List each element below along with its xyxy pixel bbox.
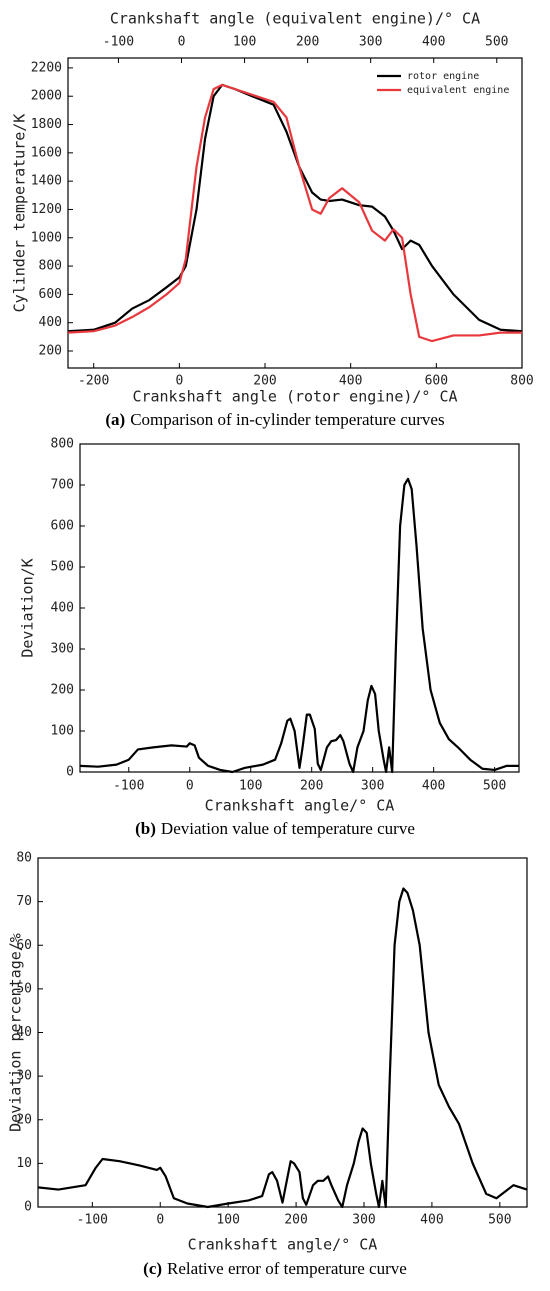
x-tick-label: 300 (361, 779, 384, 794)
y-tick-label: 1800 (31, 117, 62, 132)
x-tick-label: 500 (488, 1213, 511, 1228)
x-tick-label: 0 (156, 1213, 164, 1228)
x-tick-label: 100 (239, 779, 262, 794)
y-tick-label: 500 (51, 560, 74, 575)
x2-tick-label: -100 (103, 35, 134, 50)
y-tick-label: 1200 (31, 202, 62, 217)
legend-label: rotor engine (407, 71, 479, 82)
y-tick-label: 300 (51, 642, 74, 657)
caption-text: Deviation value of temperature curve (161, 819, 415, 838)
x-tick-label: 600 (425, 374, 448, 389)
x-tick-label: 200 (253, 374, 276, 389)
y-tick-label: 0 (66, 765, 74, 780)
x2-tick-label: 300 (359, 35, 382, 50)
caption-text: Relative error of temperature curve (167, 1259, 407, 1278)
x2-axis-label: Crankshaft angle (equivalent engine)/° C… (110, 10, 480, 28)
legend-label: equivalent engine (407, 85, 509, 96)
x2-tick-label: 100 (233, 35, 256, 50)
caption-label: (c) (143, 1259, 162, 1278)
data-line (37, 887, 528, 1209)
x-tick-label: -100 (77, 1213, 108, 1228)
x-tick-label: -100 (113, 779, 144, 794)
x2-tick-label: 200 (296, 35, 319, 50)
y-tick-label: 70 (16, 894, 32, 909)
x-tick-label: 300 (352, 1213, 375, 1228)
x2-tick-label: 500 (485, 35, 508, 50)
y-tick-label: 800 (39, 259, 62, 274)
y-tick-label: 2000 (31, 89, 62, 104)
y-tick-label: 1400 (31, 174, 62, 189)
data-line (67, 83, 523, 333)
x2-tick-label: 0 (178, 35, 186, 50)
y-tick-label: 40 (16, 1025, 32, 1040)
x-axis-label: Crankshaft angle/° CA (205, 797, 395, 815)
x-tick-label: 0 (186, 779, 194, 794)
caption-text: Comparison of in-cylinder temperature cu… (130, 410, 444, 429)
data-line (79, 477, 519, 774)
x-tick-label: 0 (175, 374, 183, 389)
y-tick-label: 1600 (31, 145, 62, 160)
y-tick-label: 100 (51, 724, 74, 739)
y-tick-label: 0 (24, 1200, 32, 1215)
y-tick-label: 400 (39, 315, 62, 330)
x-tick-label: 400 (339, 374, 362, 389)
y-tick-label: 200 (51, 683, 74, 698)
caption-label: (b) (135, 819, 156, 838)
x-tick-label: 100 (216, 1213, 239, 1228)
y-axis-label: Cylinder temperature/K (11, 114, 29, 313)
y-tick-label: 600 (39, 287, 62, 302)
y-tick-label: 600 (51, 519, 74, 534)
x-axis-label: Crankshaft angle/° CA (188, 1236, 378, 1254)
x-tick-label: 800 (510, 374, 533, 389)
plot-frame (37, 857, 528, 1208)
y-tick-label: 10 (16, 1156, 32, 1171)
x-tick-label: 200 (284, 1213, 307, 1228)
y-tick-label: 700 (51, 478, 74, 493)
y-axis-label: Deviation/K (19, 558, 37, 657)
y-tick-label: 400 (51, 601, 74, 616)
caption-label: (a) (105, 410, 125, 429)
caption: (c) Relative error of temperature curve (143, 1259, 407, 1278)
y-axis-label: Deviation percentage/% (7, 933, 25, 1132)
y-tick-label: 800 (51, 437, 74, 452)
x2-tick-label: 400 (422, 35, 445, 50)
caption: (b) Deviation value of temperature curve (135, 819, 415, 838)
y-tick-label: 50 (16, 981, 32, 996)
y-tick-label: 1000 (31, 230, 62, 245)
x-tick-label: 400 (420, 1213, 443, 1228)
y-tick-label: 80 (16, 851, 32, 866)
plot-frame (79, 443, 520, 773)
x-axis-label: Crankshaft angle (rotor engine)/° CA (132, 388, 457, 406)
y-tick-label: 20 (16, 1112, 32, 1127)
y-tick-label: 2200 (31, 60, 62, 75)
y-tick-label: 30 (16, 1069, 32, 1084)
plot-frame (67, 57, 523, 369)
y-tick-label: 60 (16, 938, 32, 953)
data-line (67, 83, 522, 343)
caption: (a) Comparison of in-cylinder temperature… (105, 410, 444, 429)
y-tick-label: 200 (39, 344, 62, 359)
x-tick-label: 500 (483, 779, 506, 794)
x-tick-label: 400 (422, 779, 445, 794)
x-tick-label: 200 (300, 779, 323, 794)
x-tick-label: -200 (78, 374, 109, 389)
